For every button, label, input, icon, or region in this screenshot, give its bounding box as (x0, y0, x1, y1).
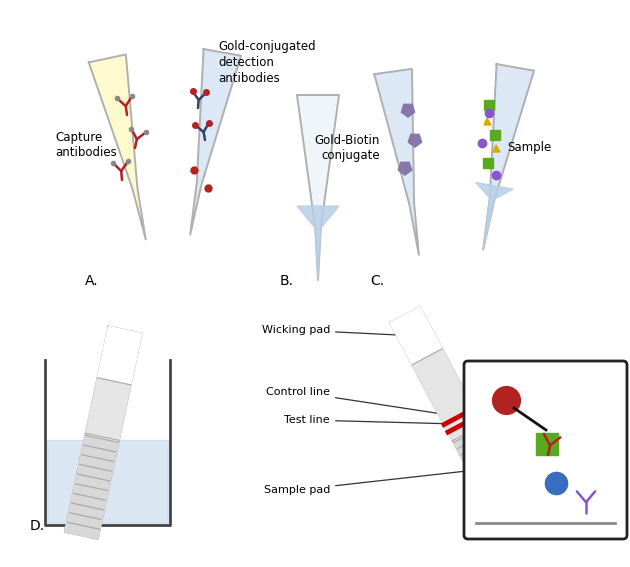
Polygon shape (89, 54, 146, 239)
Polygon shape (398, 162, 411, 175)
Polygon shape (412, 349, 471, 418)
Bar (483, 158, 493, 168)
Polygon shape (65, 435, 118, 539)
Text: Gold-Biotin
conjugate: Gold-Biotin conjugate (314, 133, 380, 163)
Polygon shape (454, 426, 521, 513)
Polygon shape (476, 183, 513, 249)
Bar (484, 100, 494, 110)
Text: D.: D. (30, 519, 45, 533)
Text: B.: B. (280, 274, 294, 288)
Polygon shape (390, 307, 521, 513)
Text: Sample: Sample (507, 142, 551, 154)
Polygon shape (390, 307, 442, 365)
Polygon shape (440, 402, 483, 441)
Text: Test line: Test line (284, 415, 459, 426)
Polygon shape (408, 134, 421, 147)
Polygon shape (401, 104, 415, 117)
Text: Capture
antibodies: Capture antibodies (55, 130, 117, 159)
Polygon shape (297, 206, 339, 280)
Polygon shape (47, 440, 168, 523)
Text: Wicking pad: Wicking pad (261, 325, 412, 338)
Polygon shape (484, 118, 491, 125)
Polygon shape (86, 378, 130, 441)
Text: Control line: Control line (266, 387, 455, 417)
Polygon shape (483, 64, 534, 249)
Polygon shape (65, 327, 142, 539)
Bar (536, 433, 558, 455)
FancyBboxPatch shape (464, 361, 627, 539)
Text: Sample pad: Sample pad (263, 468, 483, 495)
Polygon shape (374, 69, 419, 255)
Text: A.: A. (85, 274, 99, 288)
Bar (490, 130, 500, 140)
Polygon shape (297, 95, 339, 280)
Text: Gold-conjugated
detection
antibodies: Gold-conjugated detection antibodies (218, 40, 316, 85)
Polygon shape (98, 327, 142, 385)
Polygon shape (493, 145, 500, 152)
Text: C.: C. (370, 274, 384, 288)
Polygon shape (190, 49, 241, 235)
